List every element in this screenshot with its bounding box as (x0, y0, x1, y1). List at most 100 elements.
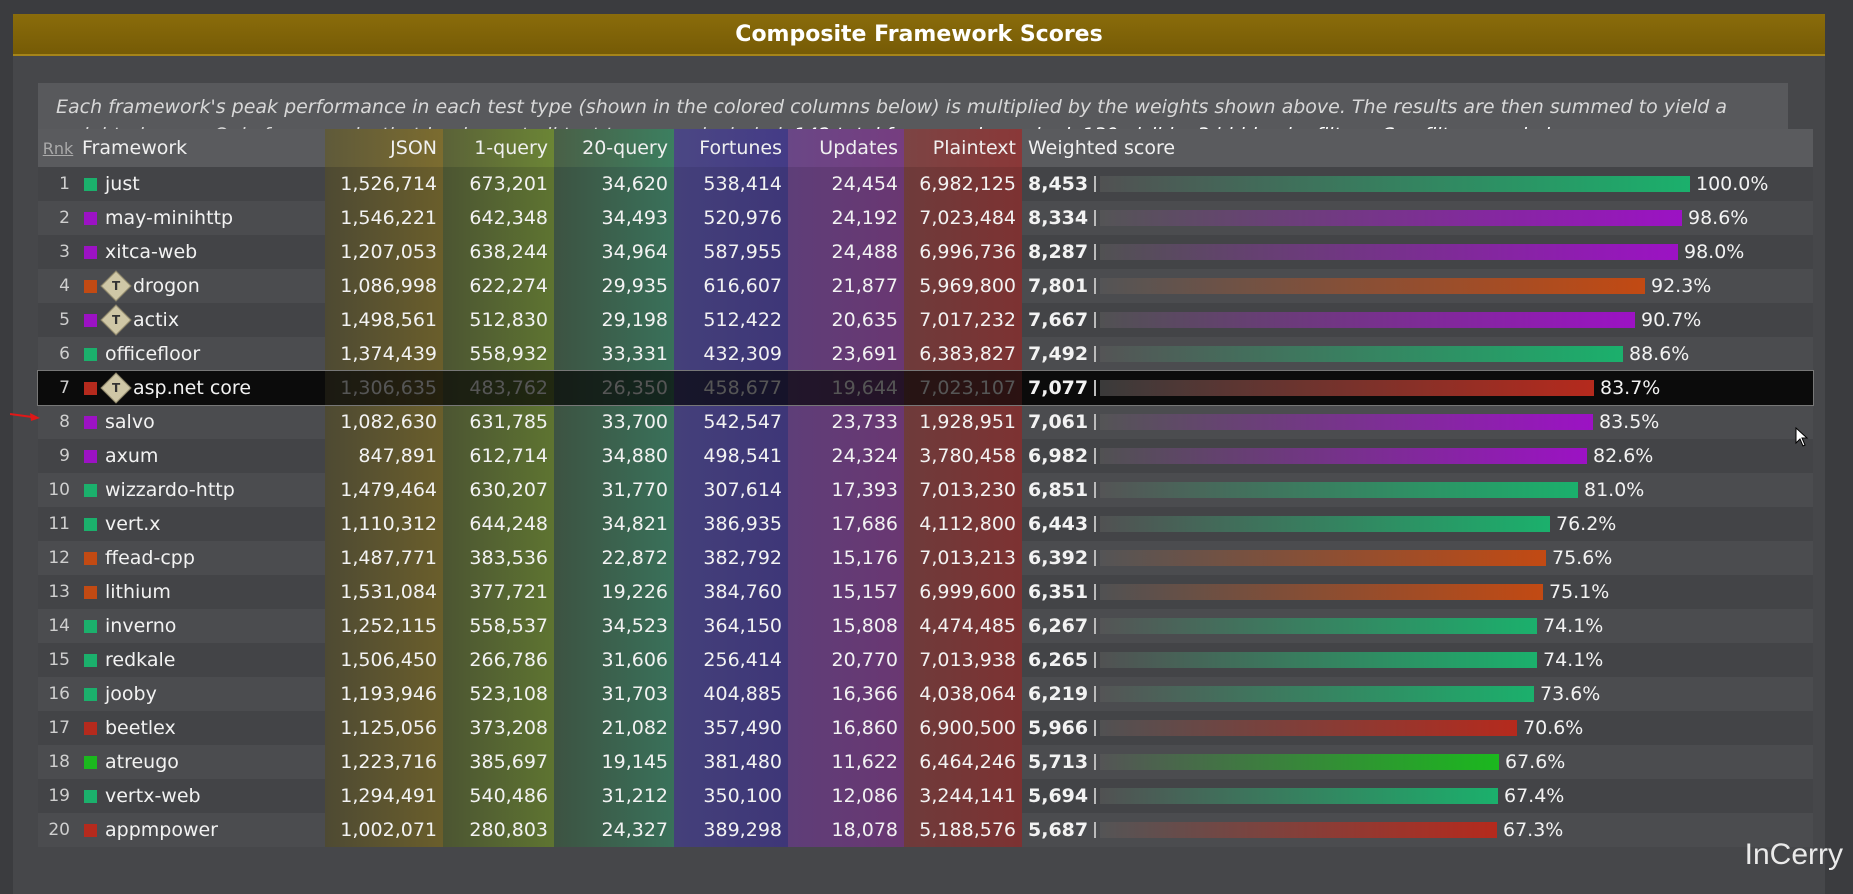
table-row[interactable]: 16 jooby 1,193,946 523,108 31,703 404,885 16,3… (38, 677, 1813, 711)
score-bar (1100, 822, 1497, 838)
framework-cell[interactable]: axum (78, 439, 325, 473)
header-20-query[interactable]: 20-query (554, 129, 674, 167)
fortunes-cell: 404,885 (674, 677, 788, 711)
framework-cell[interactable]: vert.x (78, 507, 325, 541)
updates-cell: 17,686 (788, 507, 904, 541)
framework-cell[interactable]: may-minihttp (78, 201, 325, 235)
framework-cell[interactable]: jooby (78, 677, 325, 711)
framework-name[interactable]: vertx-web (105, 785, 201, 807)
table-row[interactable]: 10 wizzardo-http 1,479,464 630,207 31,770 307… (38, 473, 1813, 507)
bar-baseline (1094, 414, 1096, 430)
table-row[interactable]: 3 xitca-web 1,207,053 638,244 34,964 587,955 2… (38, 235, 1813, 269)
score-bar (1100, 652, 1537, 668)
score-bar (1100, 448, 1587, 464)
table-row[interactable]: 1 just 1,526,714 673,201 34,620 538,414 24,454… (38, 167, 1813, 201)
framework-name[interactable]: salvo (105, 411, 155, 433)
table-row[interactable]: 6 officefloor 1,374,439 558,932 33,331 432,30… (38, 337, 1813, 371)
framework-cell[interactable]: beetlex (78, 711, 325, 745)
framework-name[interactable]: may-minihttp (105, 207, 234, 229)
framework-name[interactable]: ffead-cpp (105, 547, 195, 569)
framework-name[interactable]: jooby (105, 683, 157, 705)
table-row[interactable]: 19 vertx-web 1,294,491 540,486 31,212 350,100… (38, 779, 1813, 813)
framework-name[interactable]: appmpower (105, 819, 218, 841)
table-row[interactable]: 8 salvo 1,082,630 631,785 33,700 542,547 23,73… (38, 405, 1813, 439)
table-row[interactable]: 17 beetlex 1,125,056 373,208 21,082 357,490 16… (38, 711, 1813, 745)
table-row[interactable]: 12 ffead-cpp 1,487,771 383,536 22,872 382,792… (38, 541, 1813, 575)
rank-cell: 2 (59, 208, 70, 228)
framework-cell[interactable]: wizzardo-http (78, 473, 325, 507)
score-bar-cell: 92.3% (1092, 269, 1813, 303)
table-row[interactable]: 20 appmpower 1,002,071 280,803 24,327 389,298… (38, 813, 1813, 847)
score-bar-cell: 75.6% (1092, 541, 1813, 575)
framework-name[interactable]: atreugo (105, 751, 179, 773)
score-bar-cell: 82.6% (1092, 439, 1813, 473)
header-1-query[interactable]: 1-query (443, 129, 554, 167)
framework-name[interactable]: lithium (105, 581, 171, 603)
framework-cell[interactable]: redkale (78, 643, 325, 677)
json-cell: 1,479,464 (325, 473, 443, 507)
table-row[interactable]: 11 vert.x 1,110,312 644,248 34,821 386,935 17,… (38, 507, 1813, 541)
q20-cell: 34,880 (554, 439, 674, 473)
updates-cell: 23,733 (788, 405, 904, 439)
framework-cell[interactable]: officefloor (78, 337, 325, 371)
weighted-score-cell: 6,267 (1028, 615, 1089, 637)
header-rank[interactable]: Rnk (42, 138, 74, 158)
header-updates[interactable]: Updates (788, 129, 904, 167)
score-bar-cell: 100.0% (1092, 167, 1813, 201)
json-cell: 1,374,439 (325, 337, 443, 371)
framework-cell[interactable]: ffead-cpp (78, 541, 325, 575)
tag-badge-icon: T (100, 372, 132, 404)
weighted-score-cell: 6,982 (1028, 445, 1089, 467)
framework-cell[interactable]: just (78, 167, 325, 201)
framework-name[interactable]: axum (105, 445, 159, 467)
q20-cell: 29,198 (554, 303, 674, 337)
framework-name[interactable]: drogon (133, 275, 200, 297)
table-row[interactable]: 18 atreugo 1,223,716 385,697 19,145 381,480 11… (38, 745, 1813, 779)
framework-name[interactable]: beetlex (105, 717, 176, 739)
json-cell: 1,506,450 (325, 643, 443, 677)
framework-cell[interactable]: appmpower (78, 813, 325, 847)
framework-name[interactable]: inverno (105, 615, 177, 637)
header-json[interactable]: JSON (325, 129, 443, 167)
q1-cell: 512,830 (443, 303, 554, 337)
framework-name[interactable]: xitca-web (105, 241, 198, 263)
framework-name[interactable]: just (105, 173, 140, 195)
table-row[interactable]: 2 may-minihttp 1,546,221 642,348 34,493 520,9… (38, 201, 1813, 235)
table-row[interactable]: 9 axum 847,891 612,714 34,880 498,541 24,324 3,… (38, 439, 1813, 473)
table-body: 1 just 1,526,714 673,201 34,620 538,414 24,454… (38, 167, 1813, 847)
framework-cell[interactable]: inverno (78, 609, 325, 643)
header-fortunes[interactable]: Fortunes (674, 129, 788, 167)
q1-cell: 523,108 (443, 677, 554, 711)
language-color-swatch (84, 721, 97, 735)
framework-name[interactable]: wizzardo-http (105, 479, 235, 501)
framework-cell[interactable]: vertx-web (78, 779, 325, 813)
panel-title: Composite Framework Scores (13, 14, 1825, 56)
framework-name[interactable]: redkale (105, 649, 176, 671)
score-bar (1100, 380, 1594, 396)
table-row[interactable]: 15 redkale 1,506,450 266,786 31,606 256,414 20… (38, 643, 1813, 677)
table-row[interactable]: 13 lithium 1,531,084 377,721 19,226 384,760 15… (38, 575, 1813, 609)
rank-cell: 4 (59, 276, 70, 296)
header-weighted-score[interactable]: Weighted score (1028, 137, 1176, 159)
score-bar (1100, 346, 1623, 362)
framework-cell[interactable]: lithium (78, 575, 325, 609)
framework-name[interactable]: asp.net core (133, 377, 252, 399)
framework-name[interactable]: actix (133, 309, 180, 331)
framework-name[interactable]: officefloor (105, 343, 201, 365)
framework-name[interactable]: vert.x (105, 513, 161, 535)
framework-cell[interactable]: salvo (78, 405, 325, 439)
language-color-swatch (84, 245, 97, 259)
framework-cell[interactable]: atreugo (78, 745, 325, 779)
framework-cell[interactable]: xitca-web (78, 235, 325, 269)
header-framework[interactable]: Framework (82, 137, 188, 159)
table-row[interactable]: 14 inverno 1,252,115 558,537 34,523 364,150 15… (38, 609, 1813, 643)
header-plaintext[interactable]: Plaintext (904, 129, 1022, 167)
json-cell: 1,207,053 (325, 235, 443, 269)
language-color-swatch (84, 279, 97, 293)
